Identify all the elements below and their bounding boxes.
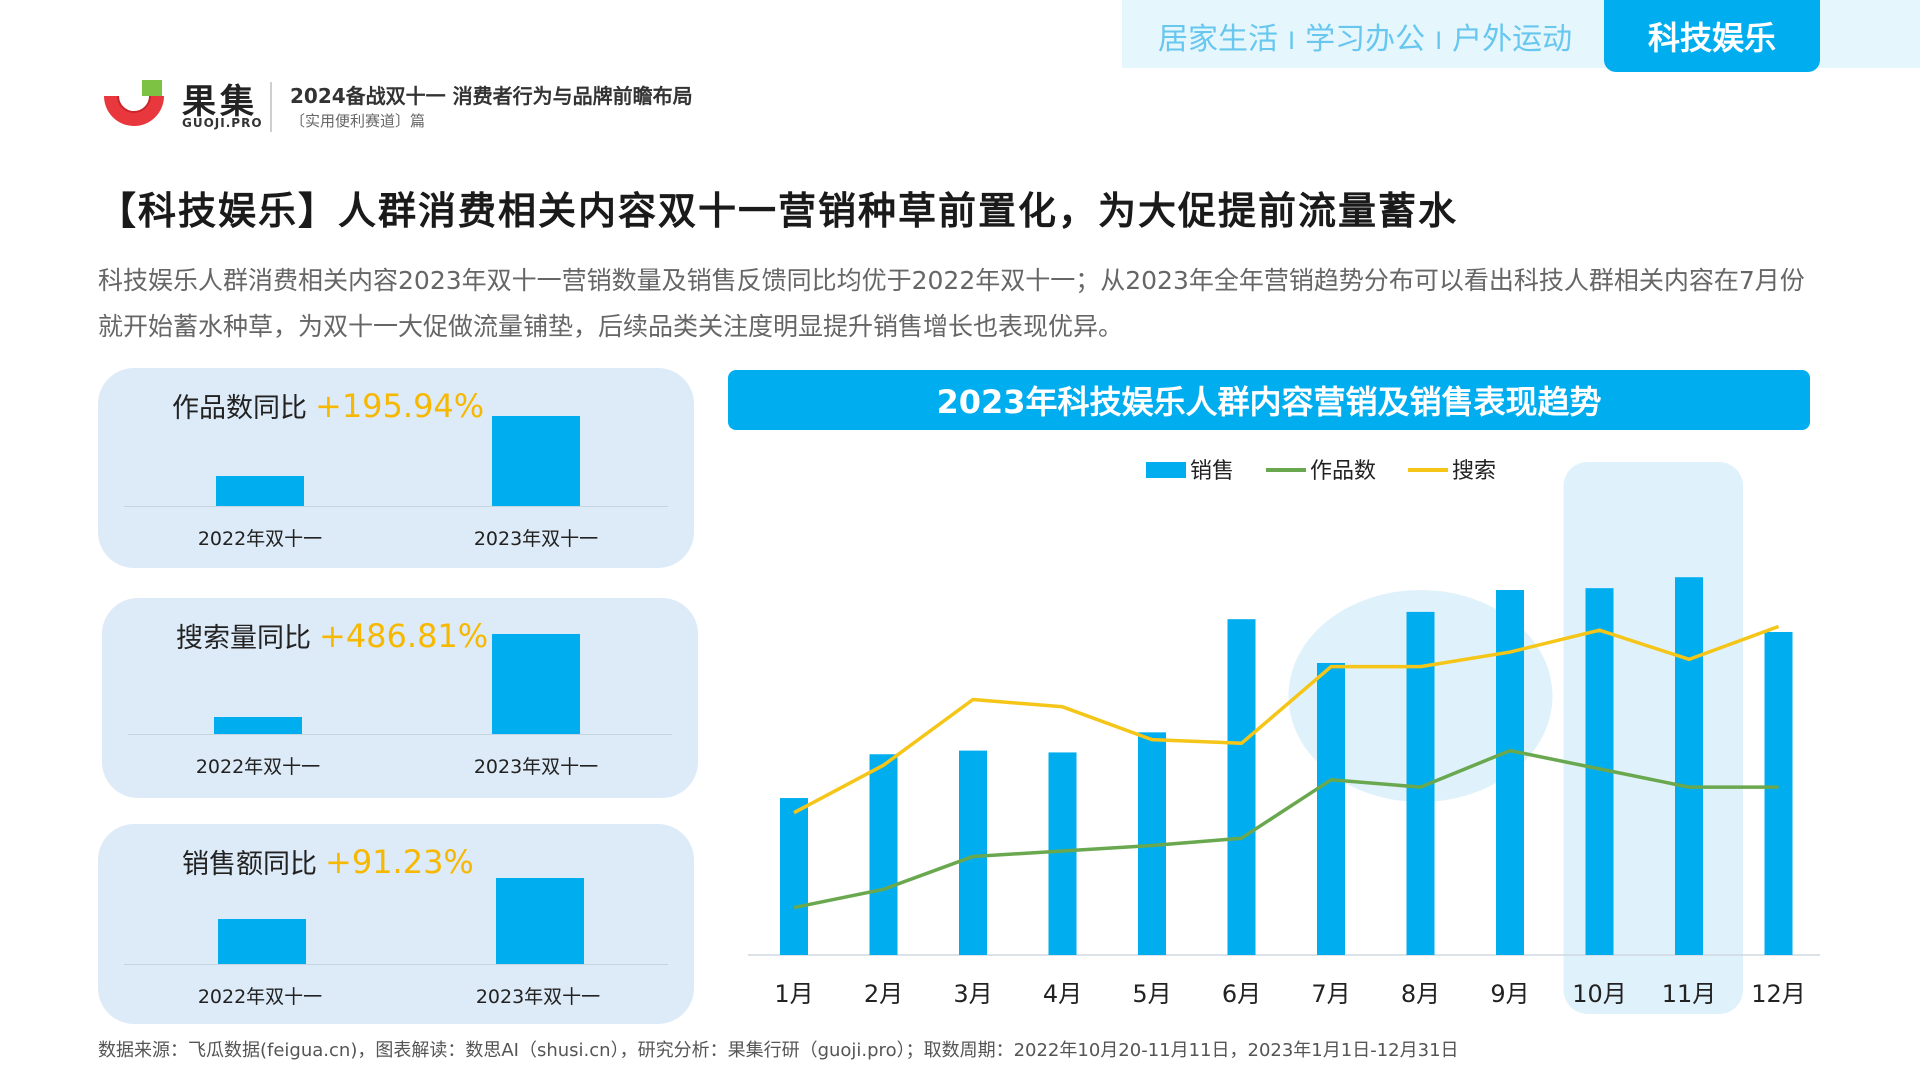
category-label-2022: 2022年双十一 bbox=[197, 986, 323, 1008]
brand-name: 果集 bbox=[182, 82, 258, 122]
line-search bbox=[793, 624, 1780, 815]
nav-separator: I bbox=[1288, 27, 1296, 55]
sales-yoy-card: 销售额同比 +91.23% 2022年双十一 2023年双十一 bbox=[98, 824, 694, 1024]
guoji-logo-icon bbox=[104, 80, 164, 126]
bar-sales-9 bbox=[1496, 590, 1524, 955]
line-works bbox=[793, 748, 1779, 910]
x-tick-label: 8月 bbox=[1401, 980, 1440, 1008]
growth-value: +486.81% bbox=[319, 617, 489, 655]
nav-tab-tech-entertainment[interactable]: 科技娱乐 bbox=[1604, 0, 1820, 72]
bar-2022 bbox=[214, 716, 302, 734]
card-title: 作品数同比 +195.94% bbox=[172, 387, 485, 425]
category-label-2023: 2023年双十一 bbox=[473, 756, 599, 778]
x-tick-label: 11月 bbox=[1662, 980, 1717, 1008]
category-label-2022: 2022年双十一 bbox=[195, 756, 321, 778]
card-axis-line bbox=[124, 506, 668, 507]
legend-label: 搜索 bbox=[1452, 459, 1496, 484]
bar-sales-2 bbox=[869, 754, 898, 955]
brand-domain: GUOJI.PRO bbox=[182, 116, 263, 130]
bar-sales-6 bbox=[1227, 619, 1256, 955]
card-axis-line bbox=[124, 964, 668, 965]
bar-2023 bbox=[496, 878, 584, 964]
x-tick-label: 1月 bbox=[774, 980, 813, 1008]
card-title: 搜索量同比 +486.81% bbox=[176, 617, 489, 655]
growth-value: +195.94% bbox=[315, 387, 485, 425]
bar-2022 bbox=[216, 475, 304, 506]
card-axis-line bbox=[128, 734, 672, 735]
page-title: 【科技娱乐】人群消费相关内容双十一营销种草前置化，为大促提前流量蓄水 bbox=[98, 189, 1459, 233]
bar-2023 bbox=[492, 416, 580, 506]
x-tick-label: 9月 bbox=[1490, 980, 1529, 1008]
legend-label: 作品数 bbox=[1310, 459, 1376, 484]
bar-sales-1 bbox=[780, 798, 808, 955]
card-title: 销售额同比 +91.23% bbox=[182, 843, 474, 881]
legend-label: 销售 bbox=[1190, 459, 1234, 484]
bar-sales-12 bbox=[1764, 631, 1793, 955]
report-title: 2024备战双十一 消费者行为与品牌前瞻布局 bbox=[290, 84, 693, 108]
bar-sales-3 bbox=[959, 750, 987, 955]
x-tick-label: 6月 bbox=[1222, 980, 1261, 1008]
works-yoy-card: 作品数同比 +195.94% 2022年双十一 2023年双十一 bbox=[98, 368, 694, 568]
x-tick-label: 4月 bbox=[1043, 980, 1082, 1008]
growth-value: +91.23% bbox=[325, 843, 474, 881]
trend-chart-title: 2023年科技娱乐人群内容营销及销售表现趋势 bbox=[728, 370, 1810, 430]
nav-tab-study-office[interactable]: 学习办公 bbox=[1305, 22, 1426, 57]
bar-sales-7 bbox=[1317, 663, 1345, 955]
x-tick-label: 2月 bbox=[864, 980, 903, 1008]
search-yoy-card: 搜索量同比 +486.81% 2022年双十一 2023年双十一 bbox=[102, 598, 698, 798]
category-label-2023: 2023年双十一 bbox=[473, 528, 599, 550]
header-divider bbox=[270, 82, 272, 132]
x-tick-label: 7月 bbox=[1311, 980, 1350, 1008]
category-label-2022: 2022年双十一 bbox=[197, 528, 323, 550]
nav-tab-outdoor-sports[interactable]: 户外运动 bbox=[1452, 22, 1573, 57]
category-nav: 居家生活 I 学习办公 I 户外运动 bbox=[1158, 14, 1572, 58]
category-label-2023: 2023年双十一 bbox=[475, 986, 601, 1008]
x-tick-label: 5月 bbox=[1132, 980, 1171, 1008]
data-source-footnote: 数据来源：飞瓜数据(feigua.cn)，图表解读：数思AI（shusi.cn）… bbox=[98, 1040, 1459, 1061]
nav-tab-home-life[interactable]: 居家生活 bbox=[1158, 22, 1278, 57]
x-tick-label: 12月 bbox=[1751, 980, 1806, 1008]
bar-2022 bbox=[218, 918, 306, 964]
x-tick-label: 3月 bbox=[953, 980, 992, 1008]
page-description: 科技娱乐人群消费相关内容2023年双十一营销数量及销售反馈同比均优于2022年双… bbox=[98, 266, 1805, 341]
bar-sales-4 bbox=[1048, 752, 1077, 955]
legend-swatch-sales bbox=[1146, 462, 1186, 478]
bar-sales-11 bbox=[1675, 577, 1703, 955]
nav-separator: I bbox=[1435, 27, 1443, 55]
bar-2023 bbox=[492, 634, 580, 734]
report-subtitle: 〔实用便利赛道〕篇 bbox=[290, 112, 426, 130]
x-tick-label: 10月 bbox=[1572, 980, 1627, 1008]
